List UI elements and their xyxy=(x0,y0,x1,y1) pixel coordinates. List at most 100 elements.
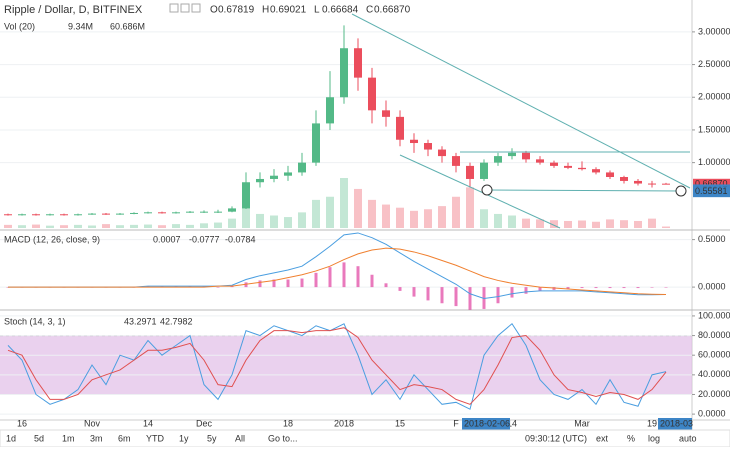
macd-histogram-bar xyxy=(258,280,262,288)
candle-body xyxy=(256,178,264,183)
macd-histogram-bar xyxy=(524,287,528,294)
candle-body xyxy=(172,212,180,214)
drawings xyxy=(351,13,691,229)
volume-bar xyxy=(634,220,642,228)
candle-body xyxy=(102,213,110,215)
candle-body xyxy=(200,211,208,213)
macd-histogram-bar xyxy=(342,262,346,288)
candle-body xyxy=(508,152,516,157)
volume-bar xyxy=(326,196,334,228)
range-button[interactable]: 3m xyxy=(90,433,103,443)
toolbar xyxy=(0,429,730,448)
volume-bar xyxy=(648,218,656,228)
range-button[interactable]: 5y xyxy=(207,433,217,443)
price-tag-label: 0.55581 xyxy=(695,186,728,196)
candle-body xyxy=(634,180,642,184)
macd-histogram-bar xyxy=(328,267,332,288)
candle-body xyxy=(46,214,54,216)
option-button[interactable]: log xyxy=(648,433,660,443)
volume-bar xyxy=(256,213,264,228)
x-tick-label: 19 xyxy=(647,418,657,428)
volume-bar xyxy=(102,224,110,228)
volume-bar xyxy=(508,215,516,228)
symbol-title: Ripple / Dollar, D, BITFINEX xyxy=(4,4,143,16)
volume-bar xyxy=(606,219,614,228)
volume-bar xyxy=(340,178,348,228)
option-button[interactable]: % xyxy=(627,433,635,443)
y-tick-label: 80.0000 xyxy=(698,330,730,340)
range-button[interactable]: YTD xyxy=(146,433,165,443)
option-button[interactable]: auto xyxy=(679,433,697,443)
volume-bar xyxy=(144,224,152,228)
candle-body xyxy=(340,48,348,98)
volume-bar xyxy=(116,225,124,228)
x-tick-label: 14 xyxy=(143,418,153,428)
volume-bar xyxy=(438,206,446,228)
volume-bar xyxy=(186,224,194,228)
candle-body xyxy=(466,165,474,179)
macd-histogram-bar xyxy=(664,287,668,288)
volume-bar xyxy=(60,225,68,228)
y-tick-label: 1.50000 xyxy=(698,124,730,134)
macd-histogram-bar xyxy=(538,287,542,291)
candle-body xyxy=(452,156,460,166)
macd-histogram-bar xyxy=(314,272,318,288)
x-tick-label: F xyxy=(453,418,459,428)
candle-body xyxy=(494,156,502,163)
ohlc-key: O xyxy=(210,5,218,16)
candle-body xyxy=(158,212,166,214)
candle-body xyxy=(620,177,628,181)
y-tick-label: 0.5000 xyxy=(698,234,726,244)
candle-body xyxy=(592,169,600,173)
y-tick-label: 60.0000 xyxy=(698,350,730,360)
range-button[interactable]: 1y xyxy=(179,433,189,443)
header-icon[interactable] xyxy=(169,3,179,13)
ohlc-value: 0.67819 xyxy=(218,5,255,16)
volume-bar xyxy=(214,222,222,228)
candle-body xyxy=(214,211,222,213)
volume-bar xyxy=(158,225,166,228)
indicator-line xyxy=(7,327,667,405)
marks-layer xyxy=(4,25,670,410)
option-button[interactable]: ext xyxy=(596,433,609,443)
header-icon[interactable] xyxy=(191,3,201,13)
ohlc-key: L xyxy=(314,5,320,16)
range-button[interactable]: Go to... xyxy=(268,433,298,443)
candle-body xyxy=(312,123,320,163)
indicator-value: 0.0007 xyxy=(153,234,181,244)
volume-bar xyxy=(620,220,628,228)
candle-body xyxy=(368,77,376,111)
x-tick-label: 18 xyxy=(283,418,293,428)
volume-bar xyxy=(662,226,670,228)
range-button[interactable]: 6m xyxy=(118,433,131,443)
indicator-value: -0.0784 xyxy=(225,234,256,244)
header-icon[interactable] xyxy=(180,3,190,13)
volume-bar xyxy=(130,224,138,228)
candle-body xyxy=(606,172,614,178)
indicator-title: MACD (12, 26, close, 9) xyxy=(4,234,100,244)
range-button[interactable]: 1d xyxy=(6,433,16,443)
volume-bar xyxy=(18,225,26,228)
volume-bar xyxy=(270,215,278,228)
range-button[interactable]: 5d xyxy=(34,433,44,443)
candle-body xyxy=(326,97,334,124)
trend-line xyxy=(399,154,561,229)
anchor-point[interactable] xyxy=(481,184,493,196)
volume-bar xyxy=(578,220,586,228)
range-button[interactable]: 1m xyxy=(62,433,75,443)
volume-bar xyxy=(522,218,530,228)
x-tick-label: Mar xyxy=(574,418,590,428)
x-tick-label: 15 xyxy=(395,418,405,428)
x-tick-label: 16 xyxy=(17,418,27,428)
volume-bar xyxy=(88,225,96,228)
y-tick-label: 0.0000 xyxy=(698,281,726,291)
range-button[interactable]: All xyxy=(235,433,245,443)
candle-body xyxy=(74,214,82,216)
clock: 09:30:12 (UTC) xyxy=(525,433,587,443)
anchor-point[interactable] xyxy=(675,185,687,197)
y-tick-label: 2.00000 xyxy=(698,92,730,102)
price-tag xyxy=(693,186,730,198)
macd-histogram-bar xyxy=(468,287,472,310)
